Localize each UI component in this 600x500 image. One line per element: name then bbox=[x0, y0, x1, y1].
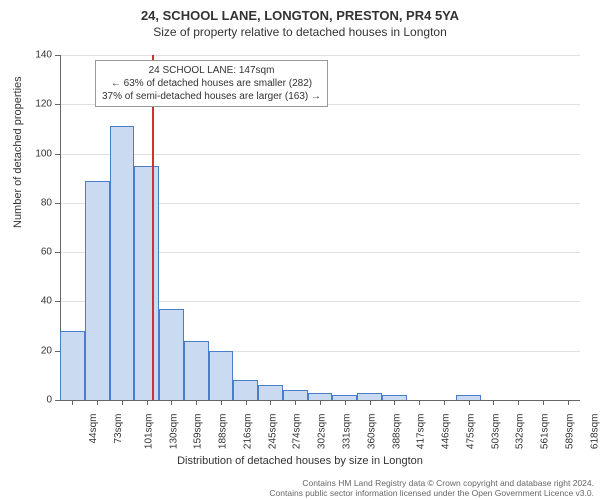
y-tick-label: 40 bbox=[22, 296, 52, 307]
y-tick-label: 140 bbox=[22, 50, 52, 61]
bar bbox=[159, 309, 184, 400]
bar bbox=[258, 385, 283, 400]
bar bbox=[110, 126, 135, 400]
x-tick bbox=[518, 400, 519, 405]
x-tick-label: 503sqm bbox=[490, 414, 501, 450]
x-tick-label: 589sqm bbox=[564, 414, 575, 450]
container: 24, SCHOOL LANE, LONGTON, PRESTON, PR4 5… bbox=[0, 0, 600, 500]
x-tick-label: 561sqm bbox=[540, 414, 551, 450]
x-tick-label: 274sqm bbox=[292, 414, 303, 450]
x-tick bbox=[444, 400, 445, 405]
annotation-line: ← 63% of detached houses are smaller (28… bbox=[102, 77, 321, 90]
x-tick-label: 331sqm bbox=[342, 414, 353, 450]
x-tick-label: 446sqm bbox=[441, 414, 452, 450]
x-tick bbox=[196, 400, 197, 405]
x-tick bbox=[345, 400, 346, 405]
page-title: 24, SCHOOL LANE, LONGTON, PRESTON, PR4 5… bbox=[0, 0, 600, 23]
bar bbox=[60, 331, 85, 400]
x-tick-label: 532sqm bbox=[515, 414, 526, 450]
footer: Contains HM Land Registry data © Crown c… bbox=[269, 478, 594, 498]
y-tick-label: 120 bbox=[22, 99, 52, 110]
y-tick-label: 20 bbox=[22, 345, 52, 356]
x-tick bbox=[97, 400, 98, 405]
x-tick-label: 44sqm bbox=[88, 414, 99, 444]
x-tick bbox=[370, 400, 371, 405]
y-tick-label: 60 bbox=[22, 247, 52, 258]
gridline bbox=[60, 55, 580, 56]
footer-line1: Contains HM Land Registry data © Crown c… bbox=[269, 478, 594, 488]
bar bbox=[85, 181, 110, 400]
bar bbox=[357, 393, 382, 400]
x-tick bbox=[72, 400, 73, 405]
x-tick-label: 302sqm bbox=[317, 414, 328, 450]
x-tick-label: 618sqm bbox=[589, 414, 600, 450]
annotation-line: 37% of semi-detached houses are larger (… bbox=[102, 90, 321, 103]
footer-line2: Contains public sector information licen… bbox=[269, 488, 594, 498]
bar bbox=[209, 351, 234, 400]
gridline bbox=[60, 154, 580, 155]
bar bbox=[134, 166, 159, 400]
x-tick bbox=[246, 400, 247, 405]
x-tick-label: 216sqm bbox=[243, 414, 254, 450]
bar bbox=[233, 380, 258, 400]
x-tick-label: 159sqm bbox=[193, 414, 204, 450]
x-tick bbox=[469, 400, 470, 405]
x-tick-label: 188sqm bbox=[218, 414, 229, 450]
x-tick bbox=[270, 400, 271, 405]
x-tick bbox=[320, 400, 321, 405]
x-tick bbox=[221, 400, 222, 405]
x-tick bbox=[394, 400, 395, 405]
bar bbox=[283, 390, 308, 400]
x-tick bbox=[493, 400, 494, 405]
x-tick-label: 73sqm bbox=[113, 414, 124, 444]
x-tick bbox=[295, 400, 296, 405]
x-axis-label: Distribution of detached houses by size … bbox=[0, 455, 600, 467]
x-tick bbox=[147, 400, 148, 405]
x-tick bbox=[543, 400, 544, 405]
bar bbox=[308, 393, 333, 400]
x-tick-label: 101sqm bbox=[143, 414, 154, 450]
y-tick-label: 0 bbox=[22, 395, 52, 406]
x-tick bbox=[122, 400, 123, 405]
x-tick bbox=[419, 400, 420, 405]
x-tick-label: 475sqm bbox=[465, 414, 476, 450]
x-tick-label: 130sqm bbox=[168, 414, 179, 450]
y-tick-label: 80 bbox=[22, 197, 52, 208]
y-tick-label: 100 bbox=[22, 148, 52, 159]
x-tick bbox=[171, 400, 172, 405]
x-tick-label: 245sqm bbox=[267, 414, 278, 450]
annotation-line: 24 SCHOOL LANE: 147sqm bbox=[102, 64, 321, 77]
x-tick-label: 388sqm bbox=[391, 414, 402, 450]
x-tick-label: 360sqm bbox=[366, 414, 377, 450]
bar bbox=[184, 341, 209, 400]
x-tick-label: 417sqm bbox=[416, 414, 427, 450]
page-subtitle: Size of property relative to detached ho… bbox=[0, 23, 600, 39]
annotation-box: 24 SCHOOL LANE: 147sqm← 63% of detached … bbox=[95, 60, 328, 107]
x-tick bbox=[568, 400, 569, 405]
